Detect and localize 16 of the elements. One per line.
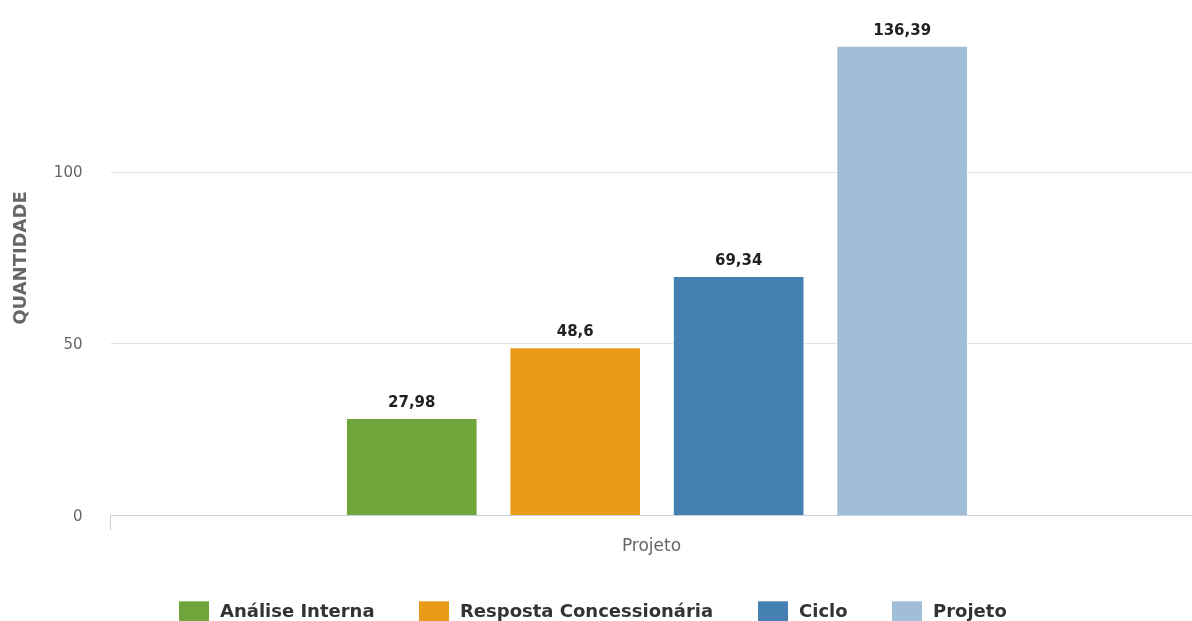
data-label: 27,98 [388, 392, 436, 411]
bar [837, 46, 967, 515]
bar [673, 276, 804, 515]
y-tick-label: 100 [53, 163, 83, 182]
legend-label: Projeto [933, 600, 1007, 621]
y-tick-label: 50 [63, 334, 83, 353]
bar [346, 418, 477, 515]
y-axis-title: QUANTIDADE [8, 191, 30, 325]
legend-label: Ciclo [799, 600, 848, 621]
data-label: 136,39 [873, 20, 932, 39]
y-tick-label: 0 [72, 506, 83, 525]
bar [510, 348, 641, 515]
data-label: 48,6 [556, 322, 594, 341]
legend-label: Análise Interna [220, 600, 375, 621]
data-label: 69,34 [714, 250, 763, 269]
legend-label: Resposta Concessionária [460, 600, 714, 621]
